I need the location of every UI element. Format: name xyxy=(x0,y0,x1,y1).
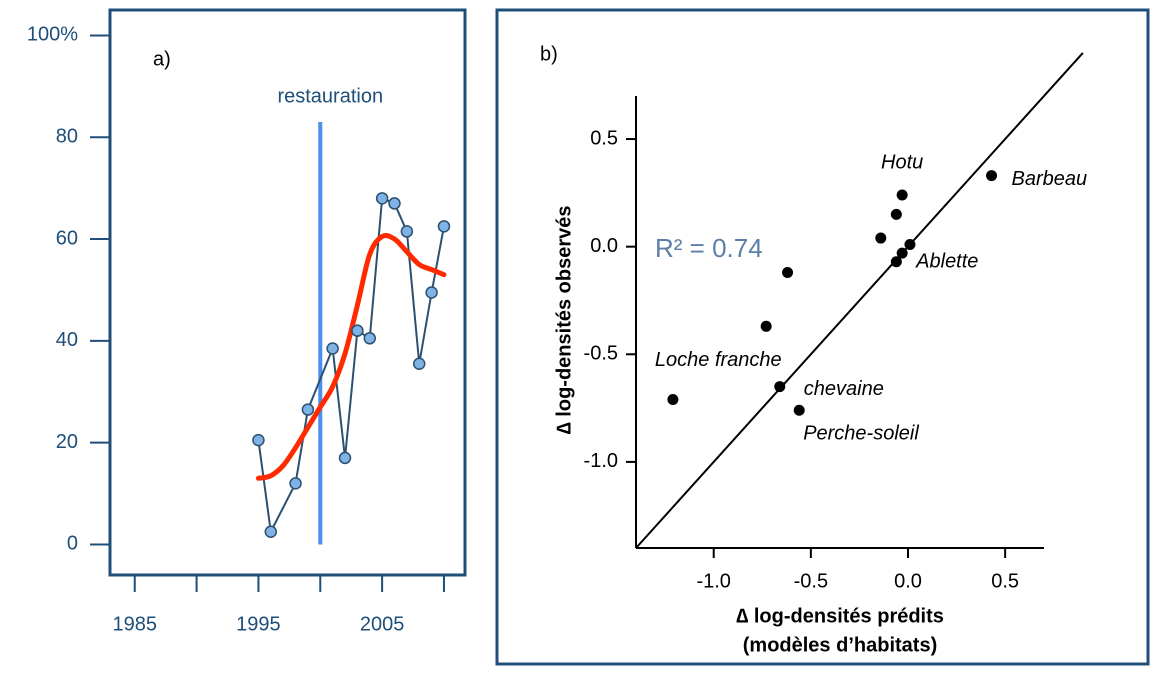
point-label: chevaine xyxy=(804,378,884,400)
data-point xyxy=(252,433,265,447)
data-point xyxy=(896,247,908,259)
point-label: Barbeau xyxy=(1012,168,1088,190)
x-tick-label: -1.0 xyxy=(696,570,730,592)
y-tick-label: 0.0 xyxy=(590,235,618,257)
point-label: Hotu xyxy=(881,151,923,173)
stat-label: R² = 0.74 xyxy=(655,233,763,263)
data-point xyxy=(375,192,389,205)
x-tick-label: -0.5 xyxy=(794,570,828,592)
panel-label: a) xyxy=(153,48,171,70)
data-point xyxy=(412,357,426,371)
data-point xyxy=(351,324,364,337)
data-point xyxy=(437,220,451,233)
data-line xyxy=(257,196,445,536)
trend-line xyxy=(255,232,447,481)
data-point xyxy=(986,170,998,182)
data-point xyxy=(793,404,805,416)
panel-a-frame xyxy=(108,8,467,577)
y-tick-label: 40 xyxy=(56,329,78,351)
data-point xyxy=(400,225,414,238)
x-axis-title: (modèles d’habitats) xyxy=(743,634,937,656)
panel-label: b) xyxy=(540,43,558,65)
data-point xyxy=(301,403,315,416)
data-point xyxy=(890,256,902,268)
y-tick-label: 100% xyxy=(27,24,78,46)
data-point xyxy=(896,189,908,201)
data-point xyxy=(289,477,302,490)
point-label: Loche franche xyxy=(655,349,782,371)
point-label: Perche-soleil xyxy=(803,423,919,445)
y-tick-label: 20 xyxy=(56,431,78,453)
y-tick-label: 0.5 xyxy=(590,127,618,149)
data-point xyxy=(875,232,887,244)
panel-b-frame xyxy=(495,8,1150,666)
x-tick-label: 1995 xyxy=(236,613,281,635)
data-point xyxy=(760,320,772,332)
y-tick-label: -0.5 xyxy=(584,343,618,365)
data-point xyxy=(425,286,438,299)
data-point xyxy=(326,342,339,355)
data-point xyxy=(363,332,377,345)
x-tick-label: 1985 xyxy=(112,613,157,635)
y-tick-label: 60 xyxy=(56,227,78,249)
y-tick-label: 0 xyxy=(67,533,78,555)
intervention-label: restauration xyxy=(277,85,383,107)
data-point xyxy=(338,451,352,465)
data-point xyxy=(774,381,786,393)
x-tick-label: 2005 xyxy=(360,613,405,635)
data-point xyxy=(264,525,278,538)
data-point xyxy=(904,239,916,251)
data-point xyxy=(890,208,902,220)
data-point xyxy=(667,393,679,405)
y-tick-label: 80 xyxy=(56,126,78,148)
data-point xyxy=(782,266,794,278)
point-label: Ablette xyxy=(915,250,978,272)
identity-line xyxy=(635,52,1084,549)
y-axis-title: ∆ log-densités observés xyxy=(553,206,575,435)
x-tick-label: 0.5 xyxy=(991,570,1019,592)
x-axis-title: ∆ log-densités prédits xyxy=(736,605,944,627)
x-tick-label: 0.0 xyxy=(894,570,922,592)
y-tick-label: -1.0 xyxy=(584,450,618,472)
data-point xyxy=(388,197,401,210)
